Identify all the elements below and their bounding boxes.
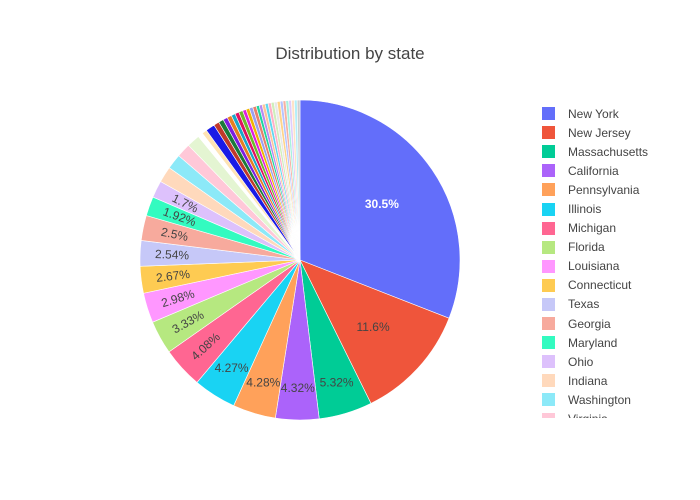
legend-label: Louisiana <box>568 259 620 274</box>
legend-swatch <box>542 240 555 254</box>
legend-swatch <box>542 221 555 235</box>
slice-percent-label: 11.6% <box>357 320 390 334</box>
legend-item-maryland[interactable]: Maryland <box>538 333 688 352</box>
legend-swatch <box>542 355 555 369</box>
legend-swatch <box>542 278 555 292</box>
legend-item-massachusetts[interactable]: Massachusetts <box>538 142 688 161</box>
legend-swatch <box>542 412 555 418</box>
legend-label: Connecticut <box>568 278 632 293</box>
legend-label: Pennsylvania <box>568 182 640 197</box>
legend-swatch <box>542 393 555 407</box>
legend-swatch <box>542 107 555 121</box>
chart-title: Distribution by state <box>275 44 425 63</box>
legend-item-louisiana[interactable]: Louisiana <box>538 257 688 276</box>
legend-swatch <box>542 336 555 350</box>
legend-item-texas[interactable]: Texas <box>538 295 688 314</box>
legend-swatch <box>542 202 555 216</box>
slice-percent-label: 5.32% <box>320 376 354 390</box>
legend-label: Florida <box>568 240 605 255</box>
legend-label: Virginia <box>568 412 608 418</box>
legend-label: Washington <box>568 392 631 407</box>
slice-percent-label: 2.67% <box>155 267 191 285</box>
legend-label: Texas <box>568 297 600 312</box>
legend-swatch <box>542 317 555 331</box>
pie-slice-46 <box>296 99 301 261</box>
legend-item-new-york[interactable]: New York <box>538 104 688 123</box>
legend-label: Michigan <box>568 221 617 236</box>
legend-label: New York <box>568 106 619 121</box>
pie-slice-new-jersey <box>299 259 450 404</box>
legend: New York New Jersey Massachusetts Californi… <box>538 104 688 418</box>
slice-percent-label: 4.32% <box>281 381 315 395</box>
legend-item-california[interactable]: California <box>538 161 688 180</box>
legend-item-ohio[interactable]: Ohio <box>538 352 688 371</box>
slice-percent-label: 4.28% <box>246 376 280 390</box>
legend-swatch <box>542 164 555 178</box>
pie-slices <box>139 99 461 421</box>
legend-label: Massachusetts <box>568 144 649 159</box>
legend-item-new-jersey[interactable]: New Jersey <box>538 123 688 142</box>
pie-slice-new-york <box>299 99 461 319</box>
legend-item-georgia[interactable]: Georgia <box>538 314 688 333</box>
legend-swatch <box>542 259 555 273</box>
legend-item-florida[interactable]: Florida <box>538 238 688 257</box>
slice-percent-label: 4.27% <box>215 361 249 375</box>
legend-label: Illinois <box>568 202 602 217</box>
legend-swatch <box>542 126 555 140</box>
slice-percent-label: 2.5% <box>160 225 190 244</box>
legend-item-indiana[interactable]: Indiana <box>538 371 688 390</box>
legend-item-virginia[interactable]: Virginia <box>538 410 688 418</box>
legend-swatch <box>542 374 555 388</box>
legend-item-washington[interactable]: Washington <box>538 390 688 409</box>
legend-label: Ohio <box>568 354 594 369</box>
legend-label: Indiana <box>568 373 608 388</box>
legend-swatch <box>542 297 555 311</box>
legend-label: Georgia <box>568 316 611 331</box>
slice-percent-label: 2.54% <box>155 247 190 262</box>
legend-item-pennsylvania[interactable]: Pennsylvania <box>538 180 688 199</box>
legend-label: New Jersey <box>568 125 631 140</box>
legend-swatch <box>542 183 555 197</box>
legend-item-michigan[interactable]: Michigan <box>538 219 688 238</box>
legend-item-illinois[interactable]: Illinois <box>538 199 688 218</box>
legend-swatch <box>542 145 555 159</box>
legend-label: Maryland <box>568 335 618 350</box>
legend-item-connecticut[interactable]: Connecticut <box>538 276 688 295</box>
legend-label: California <box>568 163 619 178</box>
slice-percent-label: 30.5% <box>365 197 399 211</box>
